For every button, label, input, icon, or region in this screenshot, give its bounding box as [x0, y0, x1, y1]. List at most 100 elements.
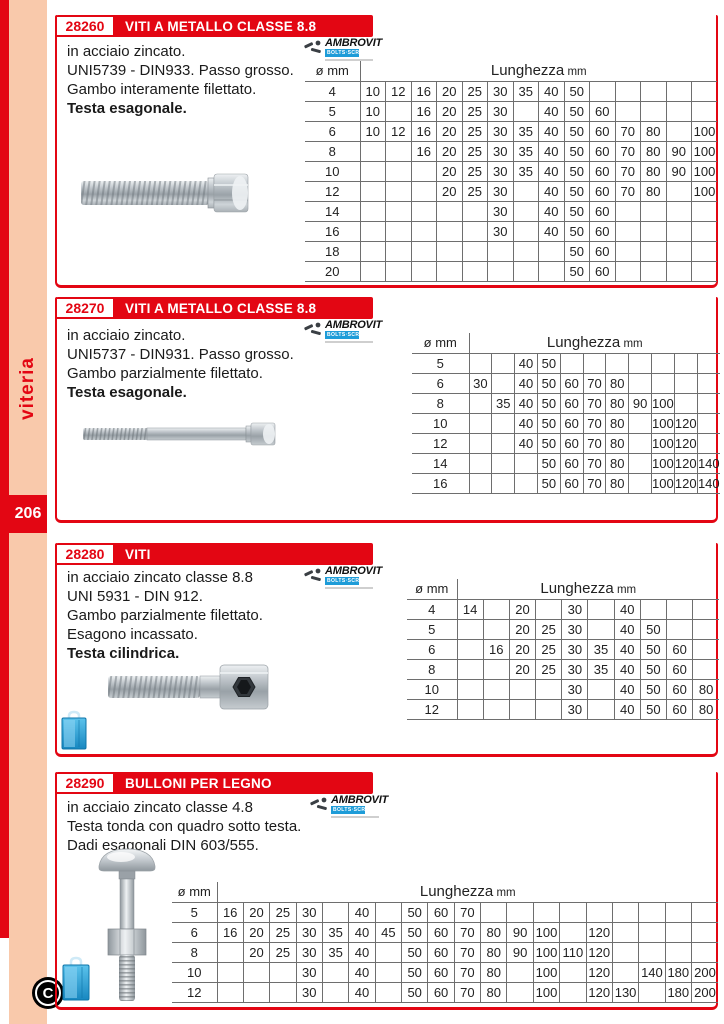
length-cell: 120 [585, 981, 613, 1003]
length-cell: 25 [535, 638, 562, 659]
length-cell: 35 [491, 392, 515, 413]
length-cell: 25 [461, 140, 488, 161]
table-row: 5 16 20 25 30 40 50 60 70 [172, 901, 718, 922]
length-cell: 80 [605, 412, 629, 433]
length-cell: 60 [589, 160, 615, 181]
length-cell [665, 120, 692, 141]
length-cell [538, 260, 564, 282]
length-cell: 50 [563, 260, 590, 282]
page-number-badge: 206 [9, 495, 47, 533]
length-cell [665, 240, 692, 261]
length-cell: 100 [651, 412, 675, 433]
diameter-cell: 6 [172, 921, 218, 942]
length-cell [611, 901, 639, 922]
length-cell [532, 901, 560, 922]
spec-table: ø mm Lunghezza mm 5 40 50 6 30 40 50 60 70 80 8 35 40 5… [412, 333, 720, 494]
length-cell: 60 [589, 220, 615, 241]
length-cell: 14 [457, 598, 484, 619]
length-cell: 90 [665, 140, 692, 161]
screws-icon [304, 568, 321, 582]
diameter-cell: 12 [172, 981, 218, 1003]
length-cell: 50 [563, 100, 590, 121]
length-cell: 70 [614, 140, 641, 161]
length-cell [587, 698, 615, 720]
length-cell: 120 [585, 961, 613, 982]
length-cell: 50 [639, 658, 667, 679]
table-row: 14 30 40 50 60 [305, 200, 717, 221]
length-cell [664, 921, 692, 942]
length-cell: 100 [651, 452, 675, 473]
length-cell: 50 [536, 432, 561, 453]
length-cell: 90 [628, 392, 652, 413]
length-cell [665, 200, 692, 221]
length-cell: 30 [487, 180, 513, 201]
length-cell [487, 260, 513, 282]
length-cell: 20 [508, 598, 536, 619]
package-bag-icon [62, 956, 90, 1001]
description-line: Testa esagonale. [67, 100, 187, 117]
length-cell: 30 [487, 160, 513, 181]
length-cell: 100 [691, 160, 717, 181]
length-cell [665, 598, 693, 619]
length-cell [614, 220, 641, 241]
product-image-partially-threaded-hex-bolt [83, 422, 276, 446]
length-cell [691, 260, 717, 282]
product-description: in acciaio zincato classe 8.8 UNI 5931 - … [67, 568, 263, 663]
table-row: 18 50 60 [305, 240, 717, 261]
length-cell: 30 [295, 901, 323, 922]
length-cell [628, 432, 652, 453]
length-cell: 50 [401, 901, 428, 922]
length-cell: 30 [295, 941, 323, 962]
length-cell: 60 [427, 961, 455, 982]
section-header-bar: 28270 VITI A METALLO CLASSE 8.8 [55, 297, 373, 319]
length-cell [321, 961, 349, 982]
length-cell [638, 941, 666, 962]
length-cell [385, 100, 411, 121]
length-cell: 40 [538, 180, 564, 201]
page-edge-strip [0, 0, 9, 938]
diameter-cell: 20 [305, 260, 361, 282]
length-cell [587, 678, 615, 699]
diameter-cell: 14 [412, 452, 470, 473]
length-cell: 130 [611, 981, 639, 1003]
brand-logo: AMBROVIT BOLTS·SCREWS [309, 794, 388, 818]
length-cell: 25 [461, 120, 488, 141]
length-cell [614, 100, 641, 121]
length-cell [512, 220, 539, 241]
section-title: VITI A METALLO CLASSE 8.8 [125, 18, 317, 34]
length-cell [457, 678, 484, 699]
length-cell: 70 [453, 961, 481, 982]
length-cell [385, 180, 411, 201]
length-cell: 80 [605, 452, 629, 473]
table-row: 5 10 16 20 25 30 40 50 60 [305, 100, 717, 121]
length-cell: 40 [348, 901, 376, 922]
brand-tagline: BOLTS·SCREWS [325, 577, 372, 585]
brand-name: AMBROVIT [325, 319, 383, 331]
length-cell [690, 901, 718, 922]
length-cell: 20 [436, 160, 462, 181]
length-cell [374, 941, 402, 962]
diameter-cell: 16 [412, 472, 470, 494]
length-cell [696, 352, 720, 373]
description-line: Esagono incassato. [67, 626, 198, 643]
diameter-cell: 6 [412, 372, 470, 393]
length-cell [640, 200, 666, 221]
diameter-column-header: ø mm [407, 579, 458, 600]
length-cell [360, 240, 386, 261]
length-cell: 30 [295, 981, 323, 1003]
table-row: 10 30 40 50 60 70 80 100 120 140 180 200 [172, 961, 718, 982]
length-cell: 60 [427, 941, 455, 962]
length-cell [374, 961, 402, 982]
length-cell: 40 [538, 220, 564, 241]
length-cell: 35 [321, 921, 349, 942]
brand-divider [325, 59, 373, 61]
length-cell [436, 200, 462, 221]
diameter-cell: 4 [305, 80, 361, 101]
length-cell: 35 [512, 140, 539, 161]
length-cell: 30 [295, 921, 323, 942]
table-row: 6 30 40 50 60 70 80 [412, 372, 720, 393]
length-cell [640, 100, 666, 121]
length-cell [512, 200, 539, 221]
length-cell [217, 981, 244, 1003]
length-cell [480, 901, 507, 922]
